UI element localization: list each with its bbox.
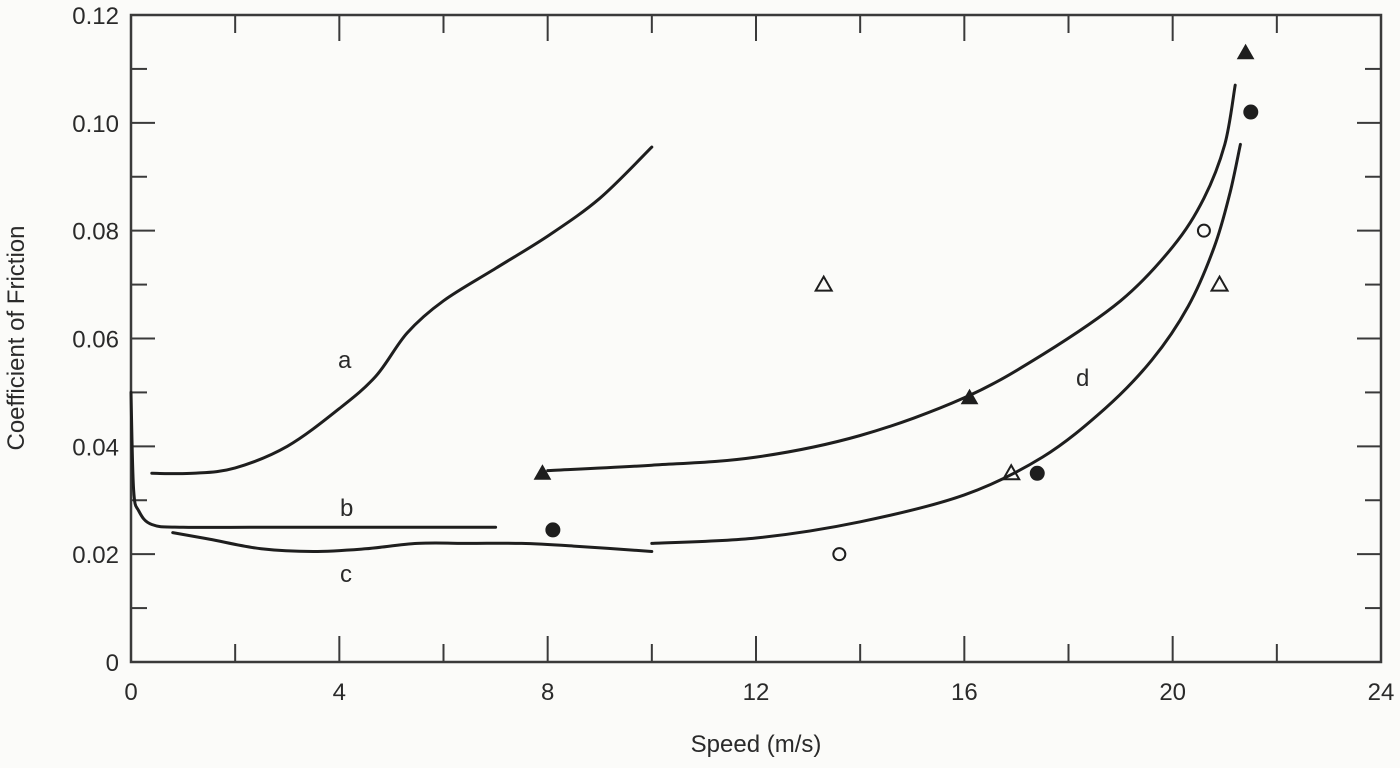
x-tick-label: 20 [1159,679,1186,706]
axis-tick-labels: 0 4 8 12 16 20 24 0 0.02 0.04 0.06 0.08 0.10 0.12 [72,3,1394,706]
curve-label-d: d [1076,365,1089,392]
curve-c [171,531,654,554]
y-tick-label: 0.08 [72,219,119,246]
open-circle-marker [1196,223,1211,238]
curve-label-c: c [340,561,352,588]
y-tick-label: 0.10 [72,111,119,138]
filled-circle-marker [1029,465,1045,481]
x-axis-title: Speed (m/s) [691,731,822,758]
filled-triangle-marker [960,388,979,405]
y-tick-label: 0.02 [72,542,119,569]
open-triangle-marker [1209,274,1230,292]
filled-circle-marker [545,522,561,538]
data-markers [533,43,1259,562]
y-tick-label: 0.04 [72,434,119,461]
x-tick-label: 0 [124,679,137,706]
x-tick-label: 12 [743,679,770,706]
open-triangle-marker [1001,463,1021,481]
y-tick-label: 0.12 [72,3,119,30]
curve-a [150,145,654,476]
curve-d-upper [546,83,1237,473]
curve-label-a: a [338,347,352,374]
x-tick-label: 24 [1368,679,1395,706]
open-circle-marker [832,547,847,562]
y-axis-title: Coefficient of Friction [3,226,30,451]
filled-circle-marker [1243,104,1259,120]
axis-ticks [131,15,1381,662]
y-tick-label: 0 [106,650,119,677]
curve-b [129,390,498,529]
curves [129,83,1242,554]
y-tick-label: 0.06 [72,327,119,354]
x-tick-label: 16 [951,679,978,706]
x-tick-label: 8 [541,679,554,706]
curve-d-lower [650,142,1242,545]
x-tick-label: 4 [333,679,346,706]
open-triangle-marker [813,274,834,292]
curve-label-b: b [340,495,353,522]
filled-triangle-marker [533,464,552,480]
filled-triangle-marker [1236,43,1255,60]
